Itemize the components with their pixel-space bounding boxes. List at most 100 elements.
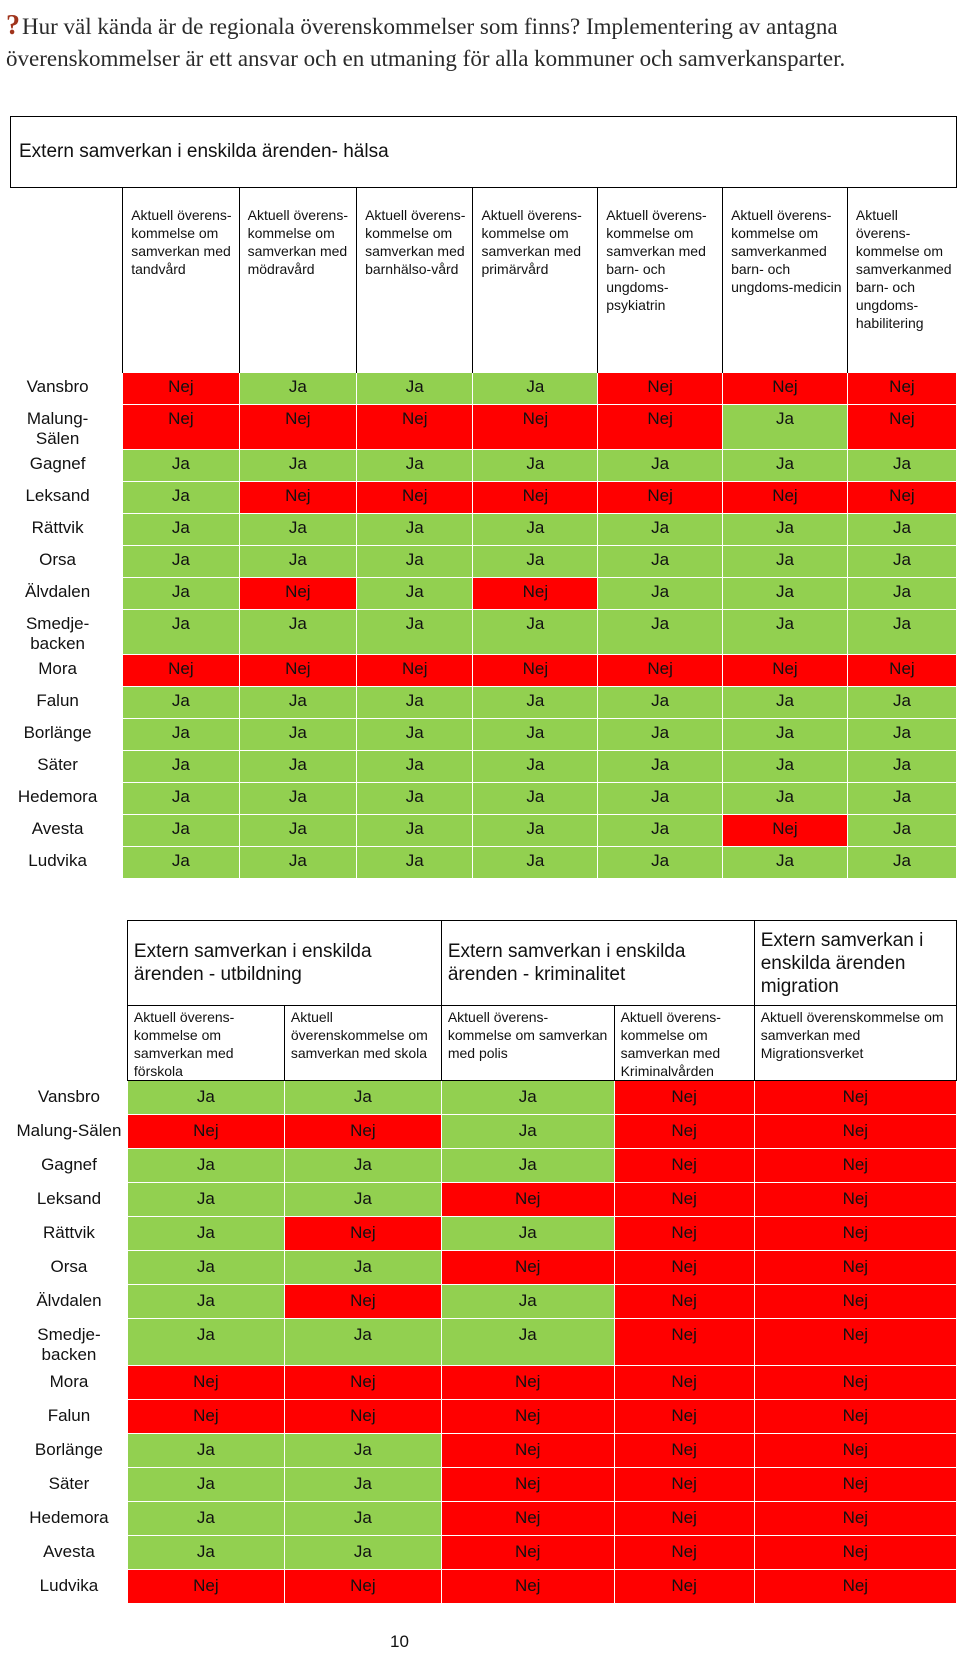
municipality-name: Vansbro — [9, 372, 124, 405]
status-cell: Nej — [597, 372, 724, 405]
group-header-kriminalitet: Extern samverkan i enskilda ärenden - kr… — [440, 920, 755, 1006]
status-cell: Ja — [356, 750, 474, 783]
status-cell: Nej — [722, 654, 848, 687]
table-row: Älvdalen Ja Nej Ja Nej Nej — [10, 1284, 958, 1319]
status-cell: Ja — [283, 1467, 442, 1502]
status-cell: Ja — [356, 372, 474, 405]
municipality-name: Falun — [10, 1399, 128, 1434]
status-cell: Ja — [126, 1250, 285, 1285]
status-cell: Ja — [722, 609, 848, 655]
table-row: Smedje-backen Ja Ja Ja Nej Nej — [10, 1318, 958, 1366]
status-cell: Ja — [846, 449, 958, 482]
status-cell: Nej — [846, 404, 958, 450]
municipality-name: Säter — [10, 1467, 128, 1502]
status-cell: Ja — [126, 1182, 285, 1217]
status-cell: Nej — [613, 1501, 755, 1536]
status-cell: Ja — [126, 1284, 285, 1319]
status-cell: Nej — [753, 1114, 958, 1149]
municipality-name: Gagnef — [10, 1148, 128, 1183]
status-cell: Nej — [283, 1365, 442, 1400]
status-cell: Ja — [356, 545, 474, 578]
status-cell: Ja — [472, 449, 599, 482]
table-row: Hedemora Ja Ja Nej Nej Nej — [10, 1501, 958, 1536]
status-cell: Ja — [472, 750, 599, 783]
status-cell: Ja — [472, 545, 599, 578]
status-cell: Nej — [613, 1114, 755, 1149]
corner-cell — [11, 188, 123, 373]
table-row: Orsa Ja Ja Nej Nej Nej — [10, 1250, 958, 1285]
municipality-name: Smedje-backen — [10, 1318, 128, 1366]
municipality-name: Mora — [9, 654, 124, 687]
status-cell: Nej — [283, 1569, 442, 1604]
status-cell: Nej — [597, 404, 724, 450]
status-cell: Nej — [846, 372, 958, 405]
status-cell: Ja — [472, 609, 599, 655]
status-cell: Ja — [122, 782, 240, 815]
status-cell: Nej — [722, 481, 848, 514]
status-cell: Ja — [722, 686, 848, 719]
status-cell: Ja — [597, 686, 724, 719]
status-cell: Nej — [753, 1148, 958, 1183]
status-cell: Ja — [356, 513, 474, 546]
table-row: Säter Ja Ja Ja Ja Ja Ja Ja — [9, 750, 958, 783]
status-cell: Nej — [472, 654, 599, 687]
status-cell: Nej — [753, 1365, 958, 1400]
status-cell: Nej — [440, 1399, 615, 1434]
status-cell: Ja — [126, 1467, 285, 1502]
table-row: Gagnef Ja Ja Ja Ja Ja Ja Ja — [9, 449, 958, 482]
column-header: Aktuell överens-kommelse om samverkan me… — [356, 187, 473, 373]
table-row: Mora Nej Nej Nej Nej Nej — [10, 1365, 958, 1400]
column-header: Aktuell överens-kommelse om samverkan me… — [472, 187, 598, 373]
status-cell: Nej — [440, 1433, 615, 1468]
status-cell: Nej — [613, 1216, 755, 1251]
status-cell: Nej — [283, 1399, 442, 1434]
status-cell: Nej — [753, 1284, 958, 1319]
table-row: Falun Ja Ja Ja Ja Ja Ja Ja — [9, 686, 958, 719]
status-cell: Ja — [722, 449, 848, 482]
municipality-name: Ludvika — [10, 1569, 128, 1604]
municipality-name: Avesta — [9, 814, 124, 847]
status-cell: Ja — [597, 609, 724, 655]
status-cell: Nej — [356, 654, 474, 687]
status-cell: Ja — [238, 609, 358, 655]
municipality-name: Vansbro — [10, 1080, 128, 1115]
corner-cell — [11, 921, 128, 1006]
municipality-name: Leksand — [10, 1182, 128, 1217]
municipality-name: Gagnef — [9, 449, 124, 482]
table-row: Ludvika Nej Nej Nej Nej Nej — [10, 1569, 958, 1604]
status-cell: Nej — [238, 577, 358, 610]
status-cell: Ja — [356, 577, 474, 610]
table-row: Ludvika Ja Ja Ja Ja Ja Ja Ja — [9, 846, 958, 879]
status-cell: Ja — [722, 513, 848, 546]
status-cell: Ja — [472, 372, 599, 405]
status-cell: Ja — [440, 1148, 615, 1183]
intro-text: Hur väl kända är de regionala överenskom… — [6, 14, 846, 71]
status-cell: Nej — [440, 1182, 615, 1217]
status-cell: Ja — [122, 609, 240, 655]
status-cell: Ja — [238, 686, 358, 719]
status-cell: Ja — [597, 782, 724, 815]
status-cell: Nej — [613, 1318, 755, 1366]
table-row: Falun Nej Nej Nej Nej Nej — [10, 1399, 958, 1434]
table-row: Mora Nej Nej Nej Nej Nej Nej Nej — [9, 654, 958, 687]
status-cell: Nej — [613, 1182, 755, 1217]
status-cell: Ja — [472, 718, 599, 751]
status-cell: Ja — [238, 846, 358, 879]
page-number: 10 — [390, 1632, 409, 1651]
status-cell: Ja — [238, 513, 358, 546]
status-cell: Nej — [472, 481, 599, 514]
status-cell: Nej — [126, 1365, 285, 1400]
status-cell: Nej — [753, 1569, 958, 1604]
status-cell: Ja — [472, 782, 599, 815]
status-cell: Ja — [238, 545, 358, 578]
group-header-utbildning: Extern samverkan i enskilda ärenden - ut… — [126, 920, 442, 1006]
status-cell: Ja — [440, 1216, 615, 1251]
group-header-migration: Extern samverkan i enskilda ärenden migr… — [753, 920, 958, 1006]
status-cell: Nej — [613, 1535, 755, 1570]
status-cell: Ja — [440, 1080, 615, 1115]
status-cell: Ja — [440, 1114, 615, 1149]
status-cell: Nej — [753, 1433, 958, 1468]
status-cell: Nej — [753, 1216, 958, 1251]
status-cell: Nej — [613, 1433, 755, 1468]
status-cell: Ja — [356, 449, 474, 482]
